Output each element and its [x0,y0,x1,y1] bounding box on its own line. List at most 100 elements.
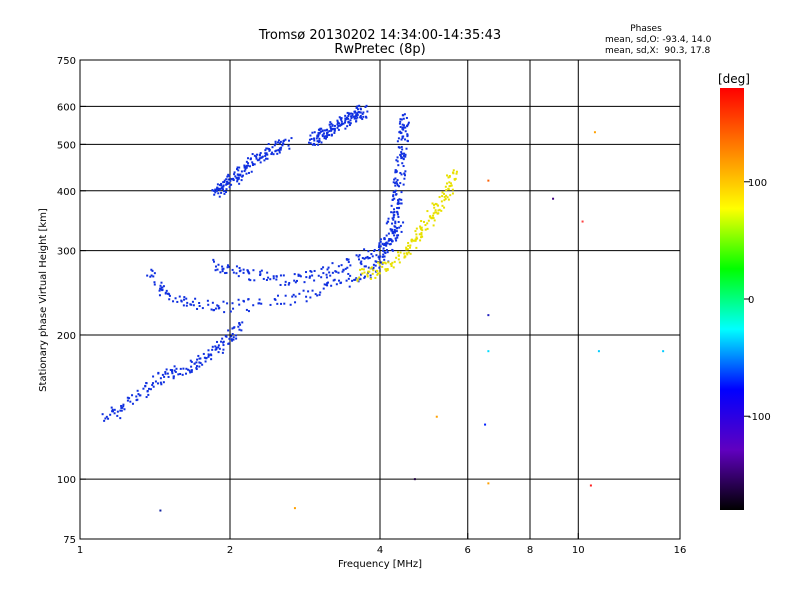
trace-point [211,345,214,348]
trace-point [359,114,362,117]
trace-point [272,277,275,280]
trace-point [407,121,410,124]
trace-point [232,179,235,182]
trace-point [399,132,402,135]
trace-point [273,298,276,301]
trace-point [391,198,394,201]
trace-point [372,266,375,269]
trace-point [161,288,164,291]
trace-point [336,121,339,124]
trace-point [308,276,311,279]
trace-point [397,215,400,218]
x-tick-label: 2 [227,545,233,556]
trace-point [355,106,358,109]
trace-point [260,269,263,272]
trace-point [335,283,338,286]
trace-point [353,110,356,113]
trace-point [212,309,215,312]
trace-point [294,295,297,298]
trace-point [401,148,404,151]
trace-point [253,279,256,282]
phases-x-line: mean, sd,X: 90.3, 17.8 [605,46,711,56]
trace-point [320,141,323,144]
trace-point [432,224,435,227]
trace-point [349,119,352,122]
x-ticks: 1 2 4 6 8 10 16 [77,533,686,556]
trace-point [246,157,249,160]
trace-point [265,152,268,155]
trace-point [355,254,358,257]
trace-point [323,129,326,132]
trace-point [392,195,395,198]
trace-point [378,257,381,260]
trace-point [223,190,226,193]
trace-point [450,184,453,187]
trace-point [275,275,278,278]
y-tick-label: 75 [63,535,76,546]
trace-point [207,355,210,358]
trace-point [407,241,410,244]
trace-point [372,269,375,272]
trace-point [213,190,216,193]
trace-point [177,373,180,376]
trace-point [221,268,224,271]
trace-point [276,294,279,297]
trace-point [394,177,397,180]
trace-point [259,161,262,164]
trace-point [392,218,395,221]
trace-point [401,137,404,140]
trace-point [152,375,155,378]
trace-point [313,269,316,272]
trace-point [325,276,328,279]
trace-point [337,124,340,127]
trace-point [432,217,435,220]
trace-point [136,389,139,392]
trace-point [183,298,186,301]
trace-point [148,387,151,390]
chart-subtitle: RwPretec (8p) [334,42,426,57]
trace-point [154,380,157,383]
trace-point [344,114,347,117]
trace-point [281,144,284,147]
trace-point [232,307,235,310]
trace-point [377,261,380,264]
trace-point [278,147,281,150]
trace-point [172,300,175,303]
trace-point [440,209,443,212]
trace-point [258,157,261,160]
trace-point [171,372,174,375]
trace-point [369,267,372,270]
trace-point [364,106,367,109]
trace-point [394,237,397,240]
trace-point [371,272,374,275]
trace-point [380,261,383,264]
trace-point [242,271,245,274]
trace-point [251,162,254,165]
trace-o-upper1 [211,137,293,198]
trace-point [241,321,244,324]
trace-point [351,112,354,115]
trace-point [211,189,214,192]
trace-point [395,180,398,183]
trace-point [378,272,381,275]
trace-point [433,219,436,222]
trace-point [386,251,389,254]
trace-point [199,362,202,365]
trace-point [406,248,409,251]
trace-point [287,139,290,142]
trace-point [232,326,235,329]
trace-point [237,169,240,172]
trace-point [233,173,236,176]
trace-point [359,111,362,114]
trace-point [239,269,242,272]
trace-point [137,393,140,396]
trace-point [233,171,236,174]
trace-point [418,233,421,236]
trace-point [325,283,328,286]
trace-point [214,188,217,191]
trace-point [323,283,326,286]
trace-point [401,127,404,130]
trace-point [165,289,168,292]
trace-point [444,185,447,188]
trace-point [400,157,403,160]
